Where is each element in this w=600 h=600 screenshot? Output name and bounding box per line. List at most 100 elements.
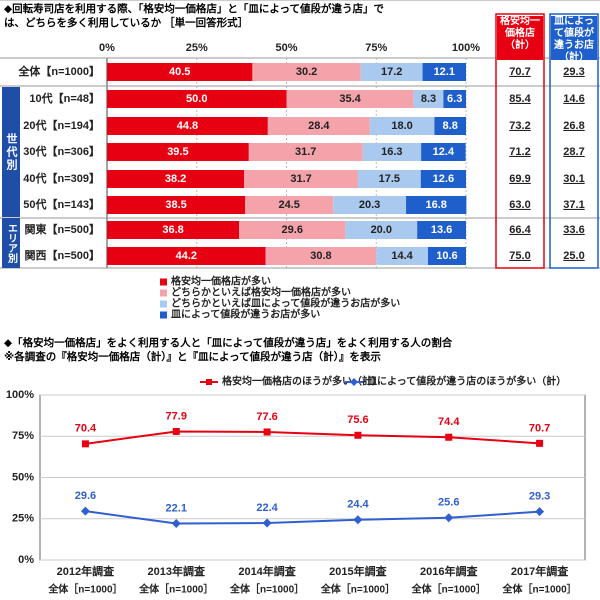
bar-segment bbox=[107, 221, 240, 239]
bar-segment bbox=[239, 221, 346, 239]
category-label: 40代【n=309】 bbox=[23, 171, 100, 185]
bar-segment bbox=[376, 247, 428, 265]
bar-segment bbox=[107, 247, 266, 265]
total-value: 14.6 bbox=[563, 93, 584, 105]
y-tick-label: 100% bbox=[6, 389, 34, 401]
line-chart-title: ◆「格安均一価格店」をよく利用する人と「皿によって値段が違う店」をよく利用する人… bbox=[4, 337, 453, 349]
legend-label: 格安均一価格店のほうが多い（計） bbox=[222, 375, 382, 388]
total-header: 皿によって値段が違うお店（計） bbox=[551, 16, 597, 63]
value-label: 10.6 bbox=[436, 250, 457, 262]
bar-segment bbox=[248, 143, 363, 161]
value-label: 24.5 bbox=[278, 199, 299, 211]
value-label: 31.7 bbox=[290, 173, 311, 185]
category-label: 全体【n=1000】 bbox=[17, 64, 100, 78]
bar-segment bbox=[245, 196, 334, 214]
category-label: 50代【n=143】 bbox=[23, 197, 100, 211]
total-frame bbox=[495, 13, 545, 269]
data-label: 74.4 bbox=[438, 416, 460, 428]
value-label: 13.6 bbox=[431, 224, 452, 236]
bar-segment bbox=[443, 90, 466, 108]
bar-segment bbox=[107, 143, 249, 161]
line bbox=[85, 430, 540, 445]
total-value: 26.8 bbox=[563, 120, 584, 132]
total-value: 66.4 bbox=[509, 224, 531, 236]
category-label: 関東【n=500】 bbox=[25, 222, 101, 236]
total-value: 33.6 bbox=[563, 224, 584, 236]
category-label: 30代【n=306】 bbox=[23, 144, 100, 158]
bar-chart-title: ◆回転寿司店を利用する際、「格安均一価格店」と「皿によって値段が違う店」では、ど… bbox=[4, 3, 384, 29]
x-tick-label: 75% bbox=[365, 42, 387, 54]
value-label: 28.4 bbox=[308, 120, 330, 132]
total-frame bbox=[549, 13, 599, 269]
x-tick-label: 100% bbox=[452, 42, 480, 54]
x-tick-label: 2017年調査 bbox=[511, 564, 568, 578]
group-label: エリア別 bbox=[2, 218, 20, 268]
total-value: 85.4 bbox=[509, 93, 531, 105]
point bbox=[445, 433, 453, 441]
value-label: 50.0 bbox=[186, 93, 207, 105]
value-label: 39.5 bbox=[167, 146, 188, 158]
bar-segment bbox=[434, 117, 466, 135]
total-value: 30.1 bbox=[563, 173, 584, 185]
legend-label: 格安均一価格店が多い bbox=[171, 275, 271, 288]
bar-segment bbox=[422, 63, 466, 81]
data-label: 70.4 bbox=[75, 423, 97, 435]
point bbox=[80, 506, 90, 516]
bar-segment bbox=[333, 196, 407, 214]
value-label: 8.3 bbox=[421, 93, 436, 105]
value-label: 35.4 bbox=[339, 93, 361, 105]
value-label: 40.5 bbox=[169, 66, 190, 78]
x-tick-note: 全体［n=1000］ bbox=[501, 583, 576, 596]
x-tick-label: 2014年調査 bbox=[238, 564, 295, 578]
total-header: 格安均一価格店（計） bbox=[497, 16, 543, 60]
bar-segment bbox=[406, 196, 467, 214]
bar-segment bbox=[267, 117, 370, 135]
bar-segment bbox=[357, 170, 421, 188]
data-label: 75.6 bbox=[347, 414, 368, 426]
group-label: 世代別 bbox=[2, 87, 20, 217]
total-value: 63.0 bbox=[509, 199, 530, 211]
total-value: 70.7 bbox=[509, 66, 530, 78]
legend-label: 皿によって値段が違うお店が多い bbox=[171, 308, 320, 321]
legend-swatch bbox=[160, 278, 167, 286]
y-tick-label: 50% bbox=[12, 471, 34, 483]
y-tick-label: 75% bbox=[12, 430, 34, 442]
value-label: 16.8 bbox=[425, 199, 446, 211]
value-label: 44.8 bbox=[177, 120, 198, 132]
x-tick-note: 全体［n=1000］ bbox=[47, 583, 122, 596]
bar-segment bbox=[421, 143, 466, 161]
legend-label: 皿によって値段が違う店のほうが多い（計） bbox=[367, 375, 566, 388]
value-label: 17.2 bbox=[381, 66, 402, 78]
legend-swatch bbox=[160, 311, 167, 319]
x-tick-label: 2012年調査 bbox=[57, 564, 114, 578]
data-label: 77.9 bbox=[166, 410, 187, 422]
data-label: 25.6 bbox=[438, 497, 459, 509]
value-label: 12.1 bbox=[434, 66, 455, 78]
legend-label: どちらかといえば皿によって値段が違うお店が多い bbox=[171, 297, 400, 310]
total-value: 25.0 bbox=[563, 250, 584, 262]
x-tick-note: 全体［n=1000］ bbox=[138, 583, 213, 596]
bar-segment bbox=[286, 90, 414, 108]
bar-segment bbox=[107, 117, 268, 135]
point bbox=[263, 428, 271, 436]
category-label: 20代【n=194】 bbox=[23, 118, 100, 132]
bar-segment bbox=[369, 117, 435, 135]
y-tick-label: 0% bbox=[18, 554, 34, 566]
legend-label: どちらかといえば格安均一価格店が多い bbox=[171, 286, 351, 299]
value-label: 30.8 bbox=[310, 250, 331, 262]
value-label: 38.5 bbox=[165, 199, 186, 211]
value-label: 8.8 bbox=[443, 120, 458, 132]
legend-swatch bbox=[160, 300, 167, 308]
bar-segment bbox=[427, 247, 466, 265]
value-label: 20.0 bbox=[371, 224, 392, 236]
total-value: 28.7 bbox=[563, 146, 584, 158]
category-label: 関西【n=500】 bbox=[25, 249, 101, 262]
value-label: 31.7 bbox=[295, 146, 316, 158]
point bbox=[353, 515, 363, 525]
value-label: 38.2 bbox=[165, 173, 186, 185]
data-label: 24.4 bbox=[347, 499, 369, 511]
data-label: 29.6 bbox=[75, 490, 96, 502]
value-label: 16.3 bbox=[381, 146, 402, 158]
x-tick-label: 50% bbox=[275, 42, 297, 54]
line-chart-subtitle: ※各調査の『格安均一価格店（計）』と『皿によって値段が違う店（計）』を表示 bbox=[4, 351, 381, 363]
